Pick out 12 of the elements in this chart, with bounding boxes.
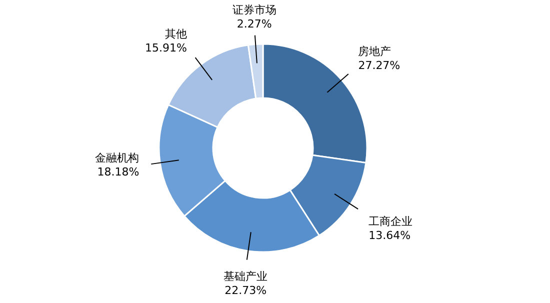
data-label: 22.73% <box>224 284 267 297</box>
data-label: 18.18% <box>97 165 140 178</box>
data-label: 13.64% <box>368 228 411 242</box>
slice-label: 房地产 <box>358 45 392 58</box>
data-label: 2.27% <box>236 17 272 30</box>
slice-label: 其他 <box>164 27 187 40</box>
slice-label: 证券市场 <box>232 3 276 16</box>
data-label: 27.27% <box>358 59 400 72</box>
slice-label: 工商企业 <box>368 214 413 228</box>
data-label: 15.91% <box>144 41 187 54</box>
slice-label: 金融机构 <box>95 151 140 164</box>
slice-label: 基础产业 <box>224 270 268 283</box>
